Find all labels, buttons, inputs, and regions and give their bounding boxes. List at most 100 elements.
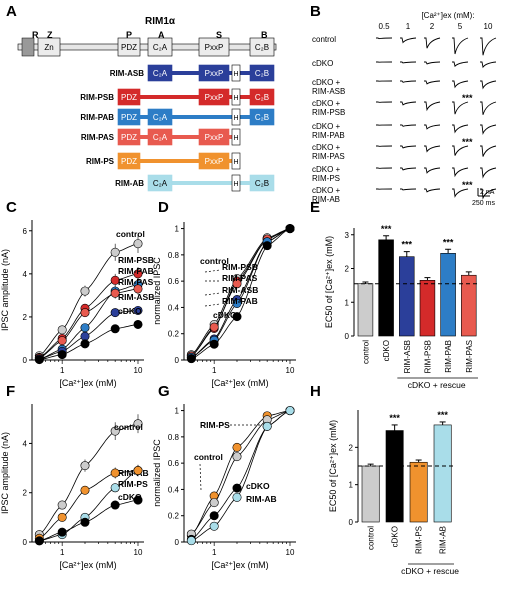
construct-domain-label: PDZ <box>121 133 137 142</box>
data-point <box>285 406 295 416</box>
full-domain-label: C₂A <box>153 43 168 52</box>
data-point <box>110 288 120 298</box>
ca-conc-label: 5 <box>458 22 463 31</box>
construct-domain-PDZ <box>117 128 141 146</box>
rim1-backbone <box>17 43 277 51</box>
ipsc-trace <box>424 167 441 174</box>
data-point <box>133 269 143 279</box>
series-label: RIM-PSB <box>222 262 258 272</box>
panel-letter-E: E <box>310 199 320 216</box>
data-point <box>232 483 242 493</box>
category-label: RIM-PSB <box>423 340 432 373</box>
data-point <box>232 312 242 322</box>
data-point <box>110 308 120 318</box>
full-domain-PDZ <box>117 37 141 57</box>
fit-curve-RIM-PAB <box>191 228 291 358</box>
bar <box>357 283 374 337</box>
data-point <box>133 239 143 249</box>
data-point <box>186 354 196 364</box>
ipsc-trace <box>452 37 469 55</box>
ipsc-trace <box>480 101 497 115</box>
data-point <box>209 339 219 349</box>
y-tick-label: 0 <box>23 538 28 547</box>
category-label: control <box>367 526 376 550</box>
construct-domain-C2B <box>249 64 275 82</box>
data-point <box>34 536 44 546</box>
construct-domain-H <box>231 88 241 106</box>
fit-curve-RIM-PS <box>191 410 291 536</box>
x-tick-label: 1 <box>212 548 217 557</box>
construct-name: RIM-PAB <box>80 113 114 122</box>
scale-x-label: 250 ms <box>472 200 495 207</box>
data-point <box>57 527 67 537</box>
data-point <box>133 305 143 315</box>
y-tick-label: 0.4 <box>168 485 180 494</box>
data-point <box>57 350 67 360</box>
construct-domain-PxxP <box>198 64 230 82</box>
data-point <box>34 355 44 365</box>
construct-domain-C2B <box>249 174 275 192</box>
ipsc-trace <box>424 61 441 65</box>
trace-row-label: RIM-PAB <box>312 131 345 140</box>
panel-letter-D: D <box>158 199 169 216</box>
construct-domain-C2B <box>249 88 275 106</box>
construct-domain-label: PxxP <box>205 93 224 102</box>
data-point <box>110 468 120 478</box>
y-tick-label: 0 <box>349 518 354 527</box>
y-axis-label: normalized IPSC <box>152 439 162 507</box>
data-point <box>80 517 90 527</box>
ipsc-trace <box>452 80 469 89</box>
leader-line <box>204 292 221 296</box>
data-point <box>262 241 272 251</box>
construct-domain-label: C₂B <box>255 113 269 122</box>
series-label: control <box>114 422 143 432</box>
ipsc-trace <box>400 101 417 106</box>
category-label: cDKO <box>382 340 391 361</box>
data-point <box>209 322 219 332</box>
trace-row-label: cDKO + <box>312 99 341 108</box>
y-tick-label: 2 <box>23 313 28 322</box>
series-label: control <box>194 452 223 462</box>
y-tick-label: 6 <box>23 227 28 236</box>
series-label: cDKO <box>118 306 142 316</box>
y-axis-label: EC50 of [Ca²⁺]ex (mM) <box>328 420 338 512</box>
r-domain-box <box>21 37 35 57</box>
fit-curve-RIM-PAB <box>39 284 139 360</box>
construct-domain-C2A <box>147 128 173 146</box>
construct-backbone <box>118 135 240 139</box>
ipsc-trace <box>480 124 497 135</box>
y-tick-label: 0.4 <box>168 303 180 312</box>
ipsc-trace <box>480 37 497 56</box>
series-label: RIM-PAS <box>222 273 258 283</box>
data-point <box>262 421 272 431</box>
category-label: RIM-PAB <box>444 340 453 373</box>
ipsc-trace <box>424 188 441 193</box>
fit-curve-control <box>39 423 139 535</box>
fit-curve-RIM-PAS <box>191 228 291 357</box>
y-tick-label: 3 <box>345 231 350 240</box>
data-point <box>133 419 143 429</box>
construct-domain-label: C₂A <box>153 113 168 122</box>
data-point <box>80 308 90 318</box>
y-tick-label: 0.6 <box>168 277 180 286</box>
significance-mark: *** <box>402 240 413 250</box>
data-point <box>57 500 67 510</box>
data-point <box>110 275 120 285</box>
series-label: RIM-PAB <box>222 296 258 306</box>
ipsc-trace <box>400 124 417 127</box>
bar <box>399 256 415 337</box>
category-label: RIM-PS <box>415 526 424 554</box>
data-point <box>110 247 120 257</box>
panel-letter-C: C <box>6 199 17 216</box>
y-tick-label: 0.2 <box>168 512 180 521</box>
ipsc-trace <box>480 188 497 200</box>
bar <box>361 465 380 523</box>
y-tick-label: 1 <box>345 298 350 307</box>
construct-name: RIM-PAS <box>81 133 115 142</box>
series-label: control <box>116 229 145 239</box>
chart-D: 0 0.2 0.4 0.6 0.8 1 1 10 [Ca²⁺]ex (mM) normalized… <box>152 222 296 388</box>
trace-sig: *** <box>462 93 473 103</box>
construct-backbone <box>148 181 274 185</box>
construct-domain-label: C₂A <box>153 179 168 188</box>
